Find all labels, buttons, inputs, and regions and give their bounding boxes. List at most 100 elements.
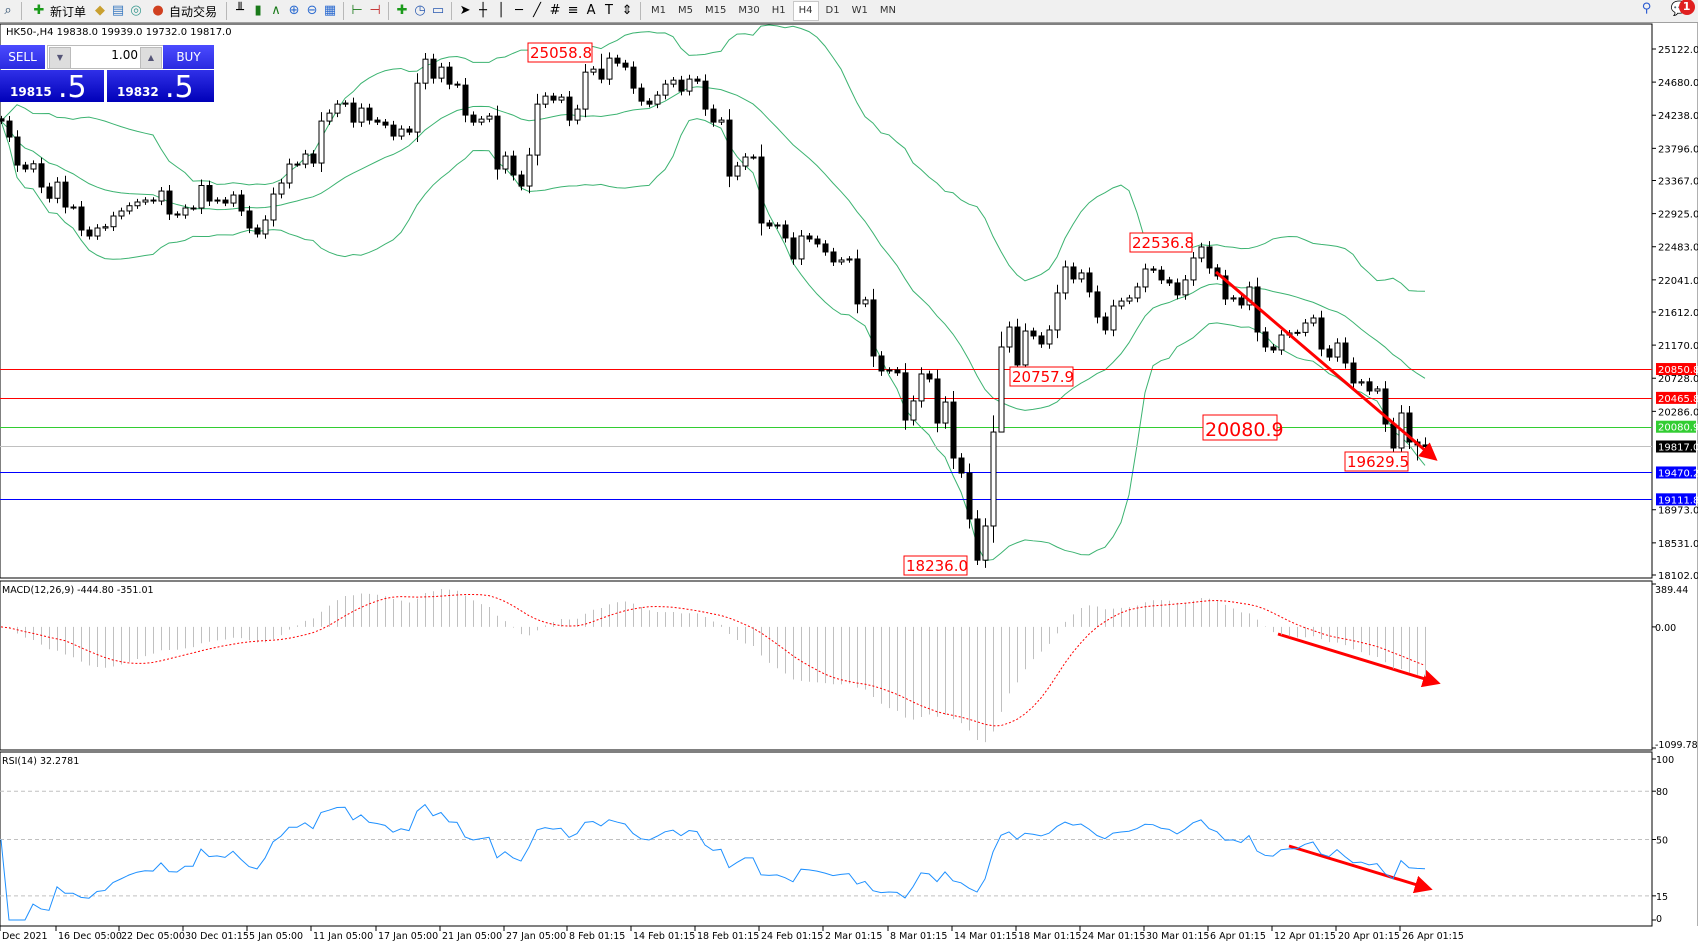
toolbar-separator bbox=[388, 2, 390, 20]
bullish-candle bbox=[918, 373, 925, 402]
chat-icon[interactable]: 💬1 bbox=[1671, 0, 1695, 17]
candlestick-icon[interactable]: ▮ bbox=[254, 3, 262, 18]
time-axis-label: 8 Mar 01:15 bbox=[890, 931, 947, 942]
bearish-candle bbox=[446, 66, 453, 85]
text-label-icon[interactable]: T bbox=[605, 3, 613, 18]
macd-axis-label: 0.00 bbox=[1655, 623, 1676, 634]
timeframe-h4[interactable]: H4 bbox=[792, 1, 819, 21]
price-axis-label: 20728.0 bbox=[1658, 374, 1698, 385]
fibonacci-icon[interactable]: # bbox=[549, 3, 561, 18]
bearish-candle bbox=[1342, 342, 1349, 364]
price-line-label-bg bbox=[1656, 391, 1696, 404]
bearish-candle bbox=[462, 84, 469, 116]
arrows-icon[interactable]: ⇕ bbox=[621, 3, 633, 18]
zoom-out-icon[interactable]: ⊖ bbox=[306, 3, 318, 18]
toolbar-separator bbox=[226, 2, 228, 20]
lot-decrease-button[interactable]: ▼ bbox=[49, 47, 71, 69]
bullish-candle bbox=[286, 163, 293, 184]
bullish-candle bbox=[294, 163, 301, 166]
bullish-candle bbox=[1358, 381, 1365, 384]
sell-price[interactable]: 19815 .5 bbox=[0, 70, 104, 105]
bullish-candle bbox=[502, 155, 509, 170]
rsi-title: RSI(14) 32.2781 bbox=[2, 756, 79, 767]
time-axis-label: 6 Apr 01:15 bbox=[1210, 931, 1266, 942]
sell-button[interactable]: SELL bbox=[0, 45, 45, 69]
bar-chart-icon[interactable]: ╨ bbox=[236, 3, 244, 18]
timeframe-mn[interactable]: MN bbox=[879, 5, 896, 16]
lot-increase-button[interactable]: ▲ bbox=[140, 47, 162, 69]
bullish-candle bbox=[302, 153, 309, 165]
timeframe-w1[interactable]: W1 bbox=[851, 5, 868, 16]
price-axis-label: 21170.0 bbox=[1658, 341, 1698, 352]
price-axis-label: 20286.0 bbox=[1658, 407, 1698, 418]
periods-icon[interactable]: ◷ bbox=[414, 3, 426, 18]
bearish-candle bbox=[710, 108, 717, 123]
bearish-candle bbox=[814, 238, 821, 245]
signals-icon[interactable]: ◎ bbox=[130, 3, 142, 18]
bearish-candle bbox=[1150, 268, 1157, 271]
toolbar-separator bbox=[343, 2, 345, 20]
autoscroll-icon[interactable]: ⊣ bbox=[369, 3, 381, 18]
trendline-icon[interactable]: ╱ bbox=[533, 3, 541, 18]
cursor-icon[interactable]: ➤ bbox=[459, 3, 471, 18]
bearish-candle bbox=[1270, 346, 1277, 351]
bullish-candle bbox=[534, 103, 541, 156]
text-icon[interactable]: A bbox=[586, 3, 596, 18]
new-order-button[interactable]: ✚ 新订单 bbox=[27, 1, 90, 21]
bullish-candle bbox=[318, 120, 325, 164]
timeframe-m1[interactable]: M1 bbox=[651, 5, 667, 16]
horizontal-line-icon[interactable]: ─ bbox=[515, 3, 523, 18]
timeframe-m30[interactable]: M30 bbox=[738, 5, 760, 16]
fibo-fan-icon[interactable]: ≡ bbox=[567, 3, 579, 18]
bearish-candle bbox=[1350, 362, 1357, 384]
bearish-candle bbox=[958, 457, 965, 474]
timeframe-d1[interactable]: D1 bbox=[825, 5, 840, 16]
templates-icon[interactable]: ▭ bbox=[431, 3, 445, 18]
indicators-icon[interactable]: ✚ bbox=[396, 3, 408, 18]
timeframe-m15[interactable]: M15 bbox=[705, 5, 727, 16]
price-trend-arrow bbox=[1215, 270, 1438, 461]
auto-trading-button[interactable]: ● 自动交易 bbox=[146, 1, 221, 21]
timeframe-m5[interactable]: M5 bbox=[678, 5, 694, 16]
chart-shift-icon[interactable]: ⊢ bbox=[351, 3, 363, 18]
auto-trading-icon: ● bbox=[152, 3, 164, 18]
timeframe-h1[interactable]: H1 bbox=[771, 5, 786, 16]
bearish-candle bbox=[614, 57, 621, 64]
price-annotation-label: 19629.5 bbox=[1347, 453, 1409, 471]
zoom-in-icon[interactable]: ⊕ bbox=[288, 3, 300, 18]
price-line-label: 20080.9 bbox=[1658, 423, 1698, 434]
buy-button[interactable]: BUY bbox=[163, 45, 214, 69]
bearish-candle bbox=[1406, 412, 1413, 443]
buy-price[interactable]: 19832 .5 bbox=[107, 70, 214, 105]
time-axis-label: 27 Jan 05:00 bbox=[506, 931, 566, 942]
bearish-candle bbox=[1158, 269, 1165, 281]
macd-signal-line bbox=[0, 594, 1426, 727]
tile-windows-icon[interactable]: ▦ bbox=[323, 3, 337, 18]
line-chart-icon[interactable]: ∧ bbox=[271, 3, 281, 18]
bullish-candle bbox=[910, 400, 917, 421]
buy-price-fraction: .5 bbox=[165, 70, 194, 105]
crosshair-icon[interactable]: ┼ bbox=[479, 3, 487, 18]
price-line-label: 19470.2 bbox=[1658, 468, 1698, 479]
rsi-axis-label: 80 bbox=[1656, 787, 1668, 798]
bearish-candle bbox=[878, 355, 885, 372]
navigator-icon[interactable]: ▤ bbox=[111, 3, 125, 18]
lot-size-input[interactable]: 1.00 bbox=[111, 48, 138, 62]
time-axis-label: 8 Feb 01:15 bbox=[569, 931, 625, 942]
bullish-candle bbox=[798, 235, 805, 260]
bearish-candle bbox=[1326, 348, 1333, 358]
search-icon[interactable]: ⌕ bbox=[4, 3, 12, 18]
market-watch-icon[interactable]: ◆ bbox=[95, 3, 106, 18]
bearish-candle bbox=[694, 78, 701, 82]
bearish-candle bbox=[1222, 275, 1229, 300]
bullish-candle bbox=[590, 68, 597, 73]
vertical-line-icon[interactable]: │ bbox=[497, 3, 505, 18]
bearish-candle bbox=[550, 95, 557, 101]
search-icon[interactable]: ⚲ bbox=[1641, 1, 1652, 16]
bullish-candle bbox=[718, 119, 725, 123]
bearish-candle bbox=[822, 243, 829, 253]
bearish-candle bbox=[1070, 266, 1077, 280]
bearish-candle bbox=[454, 83, 461, 86]
bullish-candle bbox=[990, 431, 997, 527]
